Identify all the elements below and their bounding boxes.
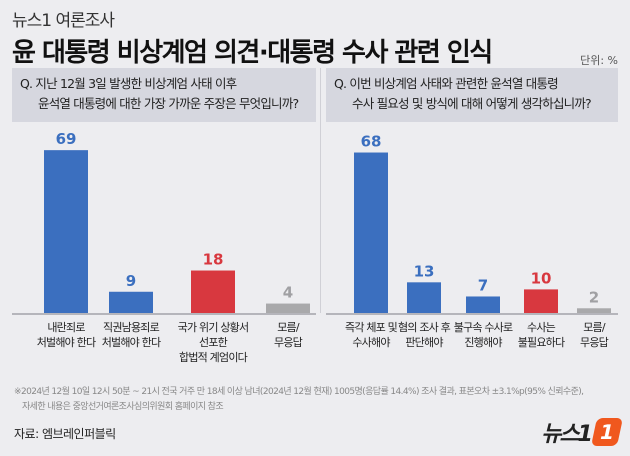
footnote-line: 자세한 내용은 중앙선거여론조사심의위원회 홈페이지 참조 [22,402,224,412]
question-line: Q. 이번 비상계엄 사태와 관련한 윤석열 대통령 [334,76,559,91]
bar [191,270,235,313]
bar [577,308,611,313]
data-label: 7 [478,276,488,294]
data-label: 68 [361,133,382,151]
category-label: 모름/ 무응답 [580,321,609,349]
news1-logo: 뉴스1 1 [541,416,623,448]
category-label: 수사는 불필요하다 [517,321,565,349]
unit-label: 단위: % [580,54,618,67]
data-label: 9 [126,272,136,290]
category-label: 불구속 수사로 진행해야 [453,321,513,349]
bar [266,303,310,313]
data-label: 10 [531,269,552,287]
category-label: 모름/ 무응답 [274,321,303,349]
data-label: 18 [203,251,224,269]
bar [354,152,388,313]
data-label: 13 [414,262,435,280]
category-label: 내란죄로 처벌해야 한다 [36,321,96,349]
bar [44,150,88,313]
category-label: 혐의 조사 후 판단해야 [398,321,451,349]
footnote: ※2024년 12월 10일 12시 50분 ~ 21시 전국 거주 만 18세… [14,385,584,415]
data-label: 69 [56,130,77,148]
logo-text: 뉴스1 [541,422,593,447]
kicker: 뉴스1 여론조사 [12,11,115,31]
question-box-left: Q. 지난 12월 3일 발생한 비상계엄 사태 이후 윤석열 대통령에 대한 … [12,68,316,122]
category-label: 즉각 체포 및 수사해야 [345,321,398,349]
question-line: 윤석열 대통령에 대한 가장 가까운 주장은 무엇입니까? [38,96,299,111]
logo-mark-icon: 1 [591,418,623,446]
bar [524,289,558,313]
data-label: 4 [283,284,293,302]
footnote-line: ※2024년 12월 10일 12시 50분 ~ 21시 전국 거주 만 18세… [14,387,584,397]
bar [109,291,153,313]
panel-divider [320,68,321,313]
question-line: Q. 지난 12월 3일 발생한 비상계엄 사태 이후 [20,76,237,91]
bar [407,282,441,313]
category-label: 직권남용죄로 처벌해야 한다 [101,321,161,349]
question-line: 수사 필요성 및 방식에 대해 어떻게 생각하십니까? [352,96,592,111]
category-label: 국가 위기 상황서 선포한 합법적 계엄이다 [177,321,249,364]
question-box-right: Q. 이번 비상계엄 사태와 관련한 윤석열 대통령 수사 필요성 및 방식에 … [326,68,618,122]
page-title: 윤 대통령 비상계엄 의견·대통령 수사 관련 인식 [12,38,493,68]
bar [466,296,500,313]
source: 자료: 엠브레인퍼블릭 [14,427,116,441]
data-label: 2 [589,288,599,306]
